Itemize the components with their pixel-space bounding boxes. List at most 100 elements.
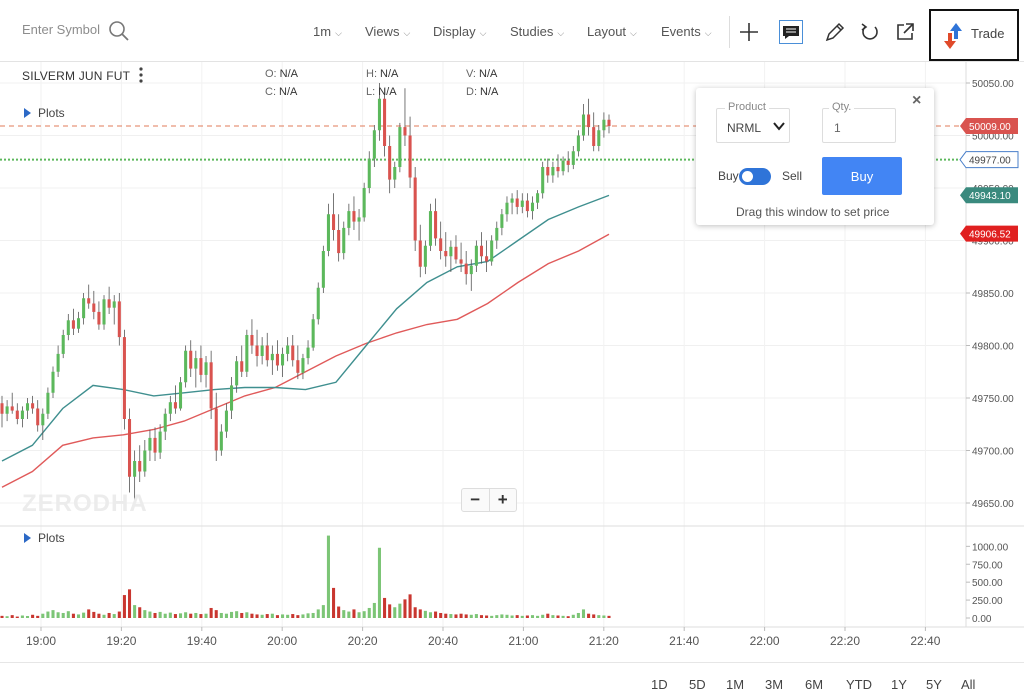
range-all[interactable]: All: [961, 677, 976, 692]
range-1m[interactable]: 1M: [726, 677, 745, 692]
more-options-icon[interactable]: [136, 66, 146, 84]
trade-popup[interactable]: × NRML Product 1 Qty. Buy Sell Buy Drag …: [696, 88, 934, 225]
candle-body: [444, 251, 448, 257]
volume-bar: [367, 607, 371, 618]
zoom-in-button[interactable]: +: [497, 490, 508, 509]
candle-body: [510, 198, 514, 203]
qty-input[interactable]: 1: [822, 108, 896, 143]
volume-bar: [0, 615, 4, 618]
candle-body: [316, 287, 320, 320]
volume-bar: [342, 610, 346, 618]
candle-body: [56, 353, 60, 372]
candle-body: [321, 251, 325, 288]
price-label-bg: [960, 118, 1018, 135]
plots-toggle[interactable]: Plots: [24, 106, 65, 120]
candle-body: [602, 119, 606, 131]
views-menu[interactable]: Views ⌵: [365, 24, 410, 39]
candle-body: [25, 403, 30, 411]
volume-bar: [525, 615, 529, 618]
volume-tick-label: 750.00: [972, 560, 1003, 571]
chevron-down-icon: ⌵: [704, 28, 712, 38]
candle-body: [281, 353, 285, 366]
buy-button[interactable]: Buy: [822, 157, 902, 195]
volume-bar: [5, 616, 9, 618]
candle-body: [388, 146, 392, 180]
layout-menu[interactable]: Layout ⌵: [587, 24, 637, 39]
pencil-icon[interactable]: [823, 20, 847, 44]
search-icon[interactable]: [108, 20, 130, 42]
range-6m[interactable]: 6M: [805, 677, 824, 692]
volume-bar: [510, 615, 514, 618]
chart-area[interactable]: 50050.0050000.0049950.0049900.0049850.00…: [0, 62, 1024, 662]
close-icon[interactable]: ×: [912, 92, 922, 109]
trade-button[interactable]: Trade: [929, 9, 1019, 61]
candle-body: [82, 298, 86, 319]
volume-bar: [377, 547, 381, 618]
product-label: Product: [725, 101, 769, 113]
candle-body: [240, 361, 244, 372]
candle-body: [214, 408, 218, 451]
volume-plots-toggle[interactable]: Plots: [24, 531, 65, 545]
candle-body: [474, 245, 478, 266]
volume-bar: [602, 615, 606, 618]
candle-body: [347, 211, 351, 228]
candle-body: [403, 127, 407, 136]
candle-body: [566, 160, 570, 165]
volume-bar: [286, 614, 290, 618]
candle-body: [332, 214, 336, 230]
volume-bar: [530, 615, 535, 618]
candle-body: [418, 240, 422, 267]
product-select[interactable]: NRML: [716, 108, 790, 143]
symbol-search-input[interactable]: Enter Symbol: [22, 22, 101, 37]
range-5y[interactable]: 5Y: [926, 677, 942, 692]
candle-body: [367, 158, 371, 188]
volume-bar: [428, 612, 433, 618]
candle-body: [449, 246, 453, 257]
candle-body: [469, 265, 473, 275]
chart-canvas[interactable]: 50050.0050000.0049950.0049900.0049850.00…: [0, 62, 1024, 662]
candle-body: [352, 211, 356, 222]
candle-body: [117, 301, 121, 338]
volume-bar: [418, 609, 422, 618]
volume-bar: [219, 612, 223, 618]
candle-body: [153, 437, 157, 453]
candle-body: [551, 167, 555, 176]
zoom-out-button[interactable]: −: [462, 489, 490, 511]
chevron-down-icon: ⌵: [335, 28, 342, 38]
volume-bar: [464, 614, 468, 618]
range-3m[interactable]: 3M: [765, 677, 784, 692]
volume-bar: [587, 613, 591, 618]
chevron-down-icon: ⌵: [479, 28, 487, 38]
interval-menu[interactable]: 1m ⌵: [313, 24, 342, 39]
candle-body: [127, 419, 132, 477]
candle-body: [173, 402, 177, 409]
volume-bar: [163, 613, 167, 618]
candle-body: [66, 320, 70, 335]
studies-menu[interactable]: Studies ⌵: [510, 24, 564, 39]
price-label: 50009.00: [960, 118, 1018, 135]
volume-bar: [168, 612, 172, 618]
range-1d[interactable]: 1D: [651, 677, 668, 692]
popout-icon[interactable]: [893, 20, 917, 44]
zerodha-watermark: ZERODHA: [22, 490, 148, 517]
candle-body: [530, 202, 535, 212]
candle-body: [31, 403, 35, 409]
comment-icon[interactable]: [779, 20, 803, 44]
range-ytd[interactable]: YTD: [846, 677, 872, 692]
volume-bar: [403, 599, 407, 618]
buy-sell-toggle[interactable]: [739, 168, 771, 185]
candle-body: [383, 98, 387, 146]
candle-body: [556, 167, 560, 172]
volume-bar: [178, 613, 183, 618]
volume-bar: [581, 609, 586, 618]
crosshair-icon[interactable]: [737, 20, 761, 44]
candle-body: [581, 114, 586, 136]
events-menu[interactable]: Events ⌵: [661, 24, 712, 39]
volume-bar: [281, 614, 285, 618]
volume-bar: [352, 609, 356, 618]
undo-icon[interactable]: [858, 20, 882, 44]
display-menu[interactable]: Display ⌵: [433, 24, 486, 39]
range-1y[interactable]: 1Y: [891, 677, 907, 692]
volume-bar: [250, 613, 254, 618]
range-5d[interactable]: 5D: [689, 677, 706, 692]
